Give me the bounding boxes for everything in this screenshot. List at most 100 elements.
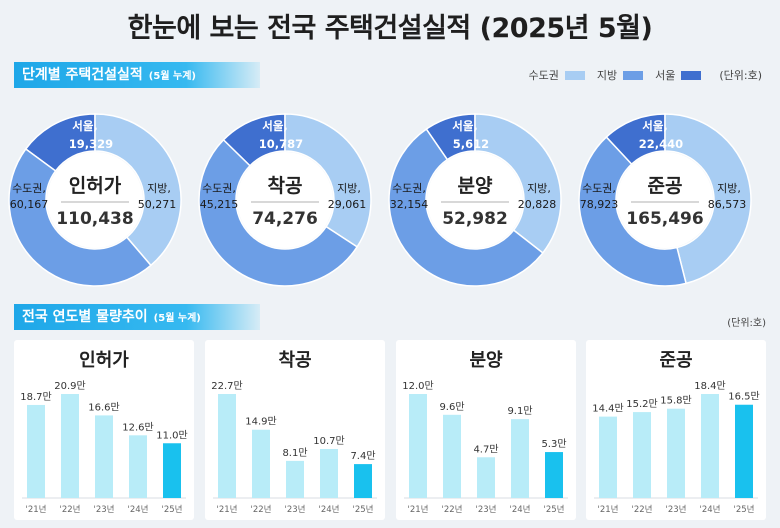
legend-label-local: 지방 bbox=[596, 69, 618, 82]
slice-value-capital: 32,154 bbox=[390, 198, 429, 211]
bar-value-label: 4.7만 bbox=[473, 443, 498, 455]
bar-panel-start: 착공 22.7만 '21년 14.9만 '22년 8.1만 '23년 10.7만 '24년 7.… bbox=[205, 340, 385, 520]
donut-center-total: 74,276 bbox=[252, 209, 318, 229]
section-header-stage-label: 단계별 주택건설실적 bbox=[22, 67, 143, 83]
bar-panel-title: 착공 bbox=[278, 350, 312, 371]
x-tick-label: '23년 bbox=[94, 504, 115, 515]
bar-chart: 12.0만 '21년 9.6만 '22년 4.7만 '23년 9.1만 '24년 5.3만 '25… bbox=[402, 380, 568, 515]
donut-slice-local bbox=[474, 113, 562, 254]
bar bbox=[599, 416, 617, 498]
x-tick-label: '22년 bbox=[251, 504, 272, 515]
legend-item-local: 지방 bbox=[597, 67, 617, 83]
bar-value-label: 10.7만 bbox=[313, 435, 344, 447]
slice-value-local: 86,573 bbox=[708, 198, 747, 211]
x-tick-label: '25년 bbox=[734, 504, 755, 515]
slice-label-seoul: 서울, bbox=[262, 119, 288, 133]
legend-item-seoul: 서울 bbox=[655, 67, 675, 83]
bar bbox=[667, 408, 685, 498]
bar-panel-title: 분양 bbox=[469, 350, 503, 371]
bar-panel-title: 인허가 bbox=[79, 350, 129, 371]
slice-label-capital: 수도권, bbox=[392, 182, 426, 195]
section-header-trend-sub: (5월 누계) bbox=[153, 313, 201, 324]
bar-value-label: 12.6만 bbox=[122, 421, 153, 433]
bar-value-label: 16.6만 bbox=[88, 401, 119, 413]
slice-value-local: 50,271 bbox=[138, 198, 177, 211]
legend-unit: (단위:호) bbox=[719, 69, 762, 82]
bar-value-label: 7.4만 bbox=[350, 450, 375, 462]
x-tick-label: '22년 bbox=[632, 504, 653, 515]
slice-label-local: 지방, bbox=[337, 182, 361, 195]
bar-value-label: 16.5만 bbox=[728, 391, 759, 403]
donut-slice-capital bbox=[578, 136, 687, 287]
donut-hole bbox=[47, 152, 143, 248]
bar-panel-permit: 인허가 18.7만 '21년 20.9만 '22년 16.6만 '23년 12.6만 '24년… bbox=[14, 340, 194, 520]
x-tick-label: '21년 bbox=[26, 504, 47, 515]
x-tick-label: '21년 bbox=[598, 504, 619, 515]
bar-panel-title: 준공 bbox=[659, 350, 693, 371]
donut-center-name: 인허가 bbox=[69, 175, 122, 197]
x-tick-label: '24년 bbox=[510, 504, 531, 515]
bar-chart: 14.4만 '21년 15.2만 '22년 15.8만 '23년 18.4만 '24년 16.5… bbox=[592, 380, 759, 515]
slice-value-local: 29,061 bbox=[328, 198, 367, 211]
slice-label-seoul: 서울, bbox=[642, 119, 668, 133]
page-title: 한눈에 보는 전국 주택건설실적 (2025년 5월) bbox=[127, 13, 653, 44]
bar bbox=[163, 443, 181, 498]
legend-item-capital: 수도권 bbox=[528, 67, 558, 83]
bar bbox=[27, 404, 45, 498]
bar bbox=[252, 429, 270, 498]
bar-value-label: 5.3만 bbox=[541, 438, 566, 450]
donut-slice-seoul bbox=[605, 113, 666, 166]
bar bbox=[545, 452, 563, 498]
bar bbox=[701, 394, 719, 498]
donut-center-name: 착공 bbox=[268, 175, 303, 197]
bar-chart: 18.7만 '21년 20.9만 '22년 16.6만 '23년 12.6만 '24년 11.0… bbox=[20, 380, 187, 515]
x-tick-label: '22년 bbox=[442, 504, 463, 515]
section-header-stage-sub: (5월 누계) bbox=[148, 71, 196, 82]
bar bbox=[477, 457, 495, 498]
donut-center-total: 165,496 bbox=[626, 209, 703, 229]
slice-value-seoul: 10,787 bbox=[259, 137, 303, 151]
bar-value-label: 18.4만 bbox=[694, 380, 725, 392]
bar bbox=[354, 464, 372, 498]
donut-hole bbox=[427, 152, 523, 248]
donut-chart: 인허가 110,438 서울, 19,329 지방, 50,271 수도권, 60,167 bbox=[8, 113, 182, 287]
donut-slice-seoul bbox=[425, 113, 476, 161]
slice-label-capital: 수도권, bbox=[12, 182, 46, 195]
bar-value-label: 15.2만 bbox=[626, 398, 657, 410]
donut-slice-capital bbox=[198, 138, 359, 287]
bar-value-label: 9.1만 bbox=[507, 405, 532, 417]
bar bbox=[286, 460, 304, 498]
donut-slice-capital bbox=[388, 128, 544, 287]
bar-value-label: 12.0만 bbox=[402, 380, 433, 392]
slice-label-capital: 수도권, bbox=[582, 182, 616, 195]
bar bbox=[61, 394, 79, 498]
section-header-stage: 단계별 주택건설실적 (5월 누계) bbox=[14, 62, 260, 88]
donut-charts: 인허가 110,438 서울, 19,329 지방, 50,271 수도권, 60,167 착공… bbox=[8, 113, 752, 287]
donut-slice-seoul bbox=[222, 113, 286, 167]
bar-value-label: 8.1만 bbox=[282, 447, 307, 459]
x-tick-label: '23년 bbox=[666, 504, 687, 515]
x-tick-label: '21년 bbox=[408, 504, 429, 515]
slice-value-capital: 78,923 bbox=[580, 198, 619, 211]
bar bbox=[443, 414, 461, 498]
legend-swatch-seoul bbox=[681, 70, 702, 80]
bar-value-label: 11.0만 bbox=[156, 429, 187, 441]
legend: 수도권 지방 서울 (단위:호) bbox=[528, 67, 762, 83]
bar-value-label: 20.9만 bbox=[54, 380, 85, 392]
x-tick-label: '22년 bbox=[60, 504, 81, 515]
section-header-trend-label: 전국 연도별 물량추이 bbox=[22, 309, 148, 325]
x-tick-label: '25년 bbox=[162, 504, 183, 515]
donut-chart: 분양 52,982 서울, 5,612 지방, 20,828 수도권, 32,154 bbox=[388, 113, 562, 287]
bar-value-label: 14.9만 bbox=[245, 416, 276, 428]
slice-value-local: 20,828 bbox=[518, 198, 557, 211]
legend-label-capital: 수도권 bbox=[528, 69, 559, 82]
bar-value-label: 9.6만 bbox=[439, 401, 464, 413]
bar-chart: 22.7만 '21년 14.9만 '22년 8.1만 '23년 10.7만 '24년 7.4만 '… bbox=[211, 380, 377, 515]
trend-unit: (단위:호) bbox=[727, 318, 766, 329]
donut-center-name: 분양 bbox=[458, 175, 493, 197]
slice-value-seoul: 5,612 bbox=[453, 137, 489, 151]
bar bbox=[320, 448, 338, 498]
bar-value-label: 14.4만 bbox=[592, 403, 623, 415]
slice-label-seoul: 서울, bbox=[72, 119, 98, 133]
bar-value-label: 22.7만 bbox=[211, 380, 242, 392]
